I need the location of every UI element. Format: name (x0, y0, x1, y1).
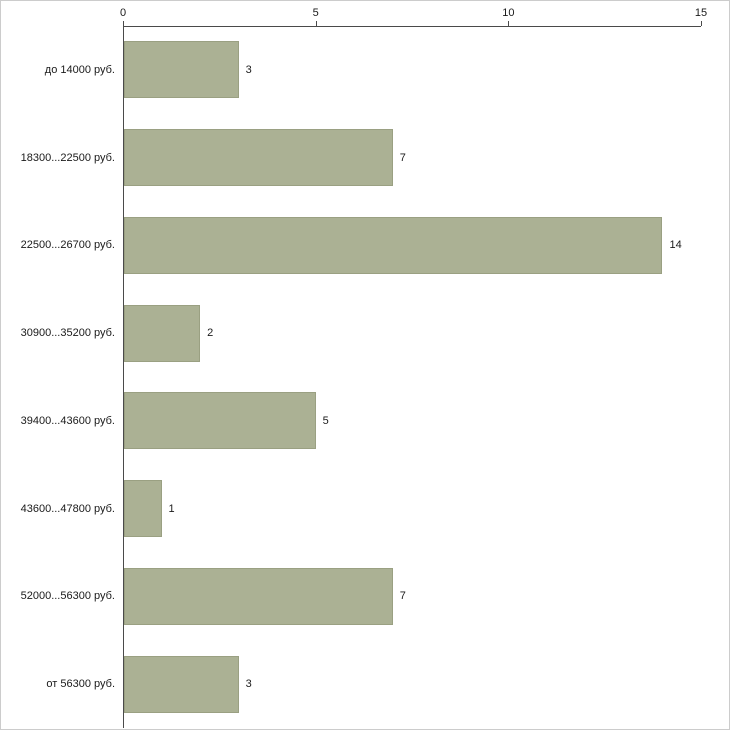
y-axis-line (123, 26, 124, 728)
value-label: 5 (322, 414, 329, 427)
value-label: 3 (245, 63, 252, 76)
category-label: от 56300 руб. (46, 678, 115, 691)
bar (124, 567, 393, 625)
x-tick-mark (123, 21, 124, 26)
category-label: 22500...26700 руб. (20, 239, 115, 252)
value-label: 1 (168, 502, 175, 515)
x-tick-label: 5 (312, 7, 319, 19)
bar (124, 480, 162, 538)
category-label: 43600...47800 руб. (20, 502, 115, 515)
value-label: 3 (245, 678, 252, 691)
bar (124, 216, 663, 274)
category-label: 52000...56300 руб. (20, 590, 115, 603)
value-label: 7 (399, 151, 406, 164)
x-tick-label: 10 (502, 7, 515, 19)
value-label: 7 (399, 590, 406, 603)
x-tick-mark (701, 21, 702, 26)
x-tick-mark (315, 21, 317, 26)
bar (124, 392, 316, 450)
category-label: 18300...22500 руб. (20, 151, 115, 164)
x-tick-label: 0 (119, 7, 127, 19)
bar (124, 41, 239, 99)
bar (124, 129, 393, 187)
x-axis-line (123, 26, 701, 27)
bar (124, 655, 239, 713)
category-label: 30900...35200 руб. (20, 327, 115, 340)
value-label: 2 (207, 327, 214, 340)
x-tick-label: 15 (694, 7, 708, 19)
category-label: до 14000 руб. (44, 63, 115, 76)
x-tick-mark (508, 21, 510, 26)
category-label: 39400...43600 руб. (20, 414, 115, 427)
value-label: 14 (669, 239, 682, 252)
bar (124, 304, 201, 362)
